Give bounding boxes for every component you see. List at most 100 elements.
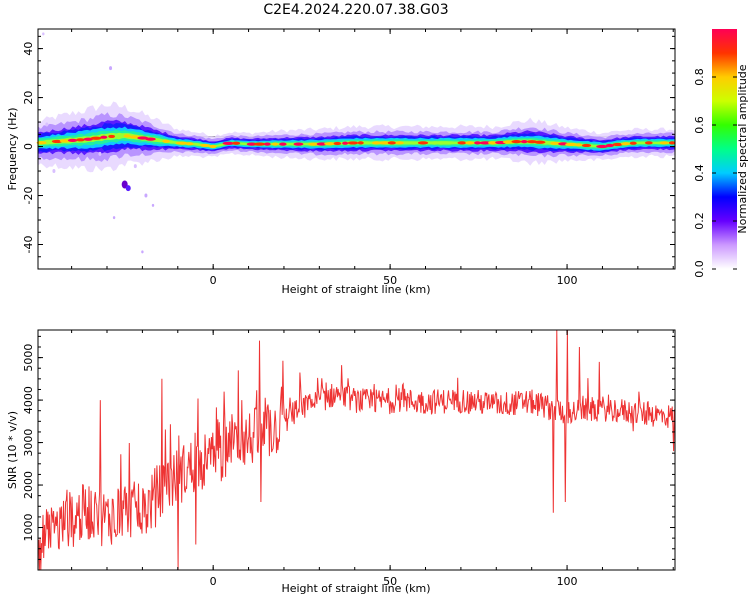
spectrogram-peak	[457, 141, 467, 145]
snr-plot-area	[38, 330, 675, 570]
spectrogram-peak	[263, 142, 271, 146]
spectrogram-peak	[324, 142, 336, 146]
snr-x-tick-label: 0	[210, 575, 217, 588]
colorbar-tick-label: 0.4	[693, 164, 706, 182]
snr-y-label: SNR (10 * v/v)	[6, 411, 19, 489]
colorbar-label: Normalized spectral amplitude	[736, 64, 749, 233]
spectrogram-peak	[200, 143, 211, 148]
figure-title: C2E4.2024.220.07.38.G03	[263, 2, 448, 18]
spectrogram-peak	[395, 141, 404, 145]
spectrogram-x-label: Height of straight line (km)	[281, 283, 430, 296]
colorbar-tick-label: 0.2	[693, 212, 706, 230]
spectrogram-peak	[372, 141, 381, 145]
snr-y-tick-label: 3000	[22, 429, 35, 457]
spectrogram-y-tick-label: 20	[22, 91, 35, 105]
spectrogram-peak	[581, 143, 592, 148]
spectrogram-band-6	[38, 132, 675, 148]
spectrogram-peak	[378, 141, 390, 145]
spectrogram-peak	[668, 141, 676, 145]
spectrogram-x-tick-label: 100	[557, 274, 578, 287]
spectrogram-outlier	[45, 122, 49, 127]
spectrogram-peak	[67, 138, 78, 142]
spectrogram-peak	[629, 141, 637, 145]
spectrogram-peak	[534, 140, 546, 144]
spectrogram-peak	[465, 141, 475, 145]
colorbar-tick-label: 0.0	[693, 260, 706, 278]
colorbar-ticks: 0.0 0.2 0.4 0.6 0.8	[693, 68, 737, 278]
spectrogram-peak	[474, 141, 481, 145]
spectrogram-data	[36, 32, 676, 254]
spectrogram-y-tick-label: -40	[22, 236, 35, 254]
spectrogram-peak	[100, 135, 108, 139]
colorbar-gradient	[712, 29, 737, 269]
spectrogram-y-label: Frequency (Hz)	[6, 108, 19, 191]
spectrogram-peak	[316, 142, 327, 146]
spectrogram-peak	[605, 143, 614, 148]
colorbar-tick-label: 0.6	[693, 116, 706, 134]
spectrogram-peak	[387, 141, 397, 145]
spectrogram-peak	[271, 142, 279, 146]
spectrogram-outlier	[109, 66, 113, 71]
spectrogram-frame	[37, 28, 676, 270]
spectrogram-peak	[108, 134, 116, 139]
spectrogram-outlier	[52, 169, 56, 174]
spectrogram-peak	[417, 141, 429, 145]
snr-axes: 0 50 100 1000 2000 3000 4000 5000	[22, 329, 676, 588]
snr-x-tick-label: 50	[383, 575, 397, 588]
spectrogram-peak	[520, 140, 528, 144]
snr-panel: 0 50 100 1000 2000 3000 4000 5000 Height of str…	[6, 329, 676, 595]
spectrogram-outlier	[133, 164, 137, 169]
snr-x-tick-label: 100	[557, 575, 578, 588]
spectrogram-y-tick-label: 0	[22, 143, 35, 150]
spectrogram-peak	[342, 141, 349, 145]
spectrogram-peak	[659, 141, 670, 145]
snr-y-tick-label: 2000	[22, 471, 35, 499]
spectrogram-peak	[162, 139, 170, 143]
spectrogram-outlier	[151, 203, 155, 207]
spectrogram-axes: 0 50 100 -40 -20 0 20 40	[22, 28, 676, 287]
snr-data	[38, 330, 675, 570]
spectrogram-outlier	[141, 250, 144, 254]
spectrogram-panel: 0 50 100 -40 -20 0 20 40 Height of straight lin…	[6, 28, 676, 296]
spectrogram-outlier	[144, 193, 148, 198]
spectrogram-peak	[76, 138, 85, 142]
spectrogram-peak	[596, 144, 609, 149]
spectrogram-peak	[293, 142, 304, 146]
spectrogram-peak	[209, 144, 217, 149]
spectrogram-peak	[565, 142, 577, 146]
spectrogram-peak	[550, 141, 561, 145]
spectrogram-peak	[357, 141, 364, 145]
spectrogram-peak	[59, 139, 71, 143]
spectrogram-peak	[644, 141, 653, 145]
spectrogram-outlier	[112, 216, 116, 220]
spectrogram-peak	[145, 137, 156, 141]
spectrogram-peak	[90, 136, 102, 140]
spectrogram-peak	[347, 141, 359, 145]
spectrogram-peak	[620, 142, 631, 146]
spectrogram-outlier	[98, 151, 102, 156]
spectrogram-x-tick-label: 0	[210, 274, 217, 287]
spectrogram-peak	[308, 142, 320, 146]
spectrogram-peak	[253, 142, 266, 146]
spectrogram-x-tick-label: 50	[383, 274, 397, 287]
spectrogram-peak	[612, 142, 623, 147]
spectrogram-peak	[502, 140, 515, 144]
colorbar-tick-label: 0.8	[693, 68, 706, 86]
spectrogram-peak	[232, 141, 241, 145]
spectrogram-y-tick-label: 40	[22, 42, 35, 56]
spectrogram-peak	[333, 141, 342, 146]
snr-y-tick-label: 4000	[22, 386, 35, 414]
snr-y-tick-label: 5000	[22, 344, 35, 372]
spectrogram-peak	[279, 142, 287, 146]
snr-x-label: Height of straight line (km)	[281, 582, 430, 595]
spectrogram-peak	[575, 143, 583, 147]
spectrogram-peak	[175, 141, 188, 145]
spectrogram-peak	[185, 142, 194, 146]
spectrogram-outlier	[42, 32, 45, 36]
spectrogram-peak	[222, 141, 235, 145]
snr-y-tick-label: 1000	[22, 514, 35, 542]
colorbar: 0.0 0.2 0.4 0.6 0.8 Normalized spectral ampl…	[693, 29, 749, 278]
spectrogram-peak	[246, 142, 257, 146]
